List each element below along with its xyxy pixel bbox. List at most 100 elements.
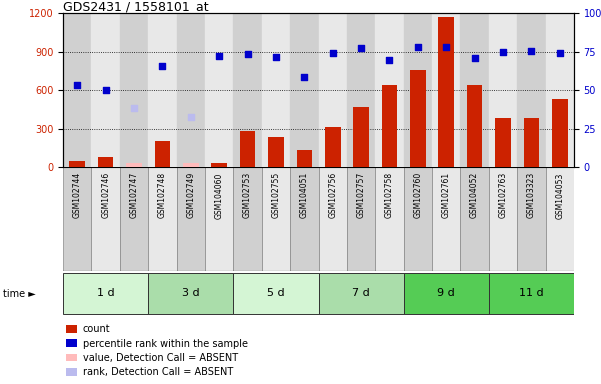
- Bar: [154, 141, 170, 167]
- Text: GSM102756: GSM102756: [328, 172, 337, 218]
- Bar: [319, 167, 347, 271]
- Bar: [353, 107, 369, 167]
- Bar: [546, 13, 574, 167]
- Text: 9 d: 9 d: [438, 288, 455, 298]
- Point: [470, 55, 480, 61]
- Bar: [177, 13, 205, 167]
- Bar: [63, 273, 148, 314]
- Bar: [319, 13, 347, 167]
- Bar: [177, 167, 205, 271]
- Point: [101, 87, 111, 93]
- Bar: [66, 339, 77, 347]
- Bar: [460, 13, 489, 167]
- Bar: [66, 325, 77, 333]
- Bar: [404, 167, 432, 271]
- Text: GSM104052: GSM104052: [470, 172, 479, 218]
- Text: GSM102747: GSM102747: [130, 172, 139, 218]
- Point: [271, 54, 281, 60]
- Point: [356, 45, 366, 51]
- Bar: [262, 13, 290, 167]
- Bar: [233, 167, 262, 271]
- Point: [385, 56, 394, 63]
- Text: GSM102763: GSM102763: [498, 172, 507, 218]
- Text: GSM102748: GSM102748: [158, 172, 167, 218]
- Text: GSM102744: GSM102744: [73, 172, 82, 218]
- Point: [413, 44, 423, 50]
- Bar: [347, 167, 375, 271]
- Bar: [91, 13, 120, 167]
- Bar: [489, 13, 517, 167]
- Point: [129, 105, 139, 111]
- Bar: [319, 273, 404, 314]
- Bar: [382, 85, 397, 167]
- Text: GSM104051: GSM104051: [300, 172, 309, 218]
- Bar: [296, 151, 312, 167]
- Bar: [552, 99, 567, 167]
- Bar: [63, 167, 91, 271]
- Bar: [205, 13, 233, 167]
- Bar: [233, 273, 319, 314]
- Point: [441, 44, 451, 50]
- Text: GSM102755: GSM102755: [272, 172, 281, 218]
- Point: [186, 114, 195, 120]
- Bar: [467, 85, 483, 167]
- Point: [73, 82, 82, 88]
- Bar: [66, 368, 77, 376]
- Text: value, Detection Call = ABSENT: value, Detection Call = ABSENT: [82, 353, 237, 363]
- Text: GSM102761: GSM102761: [442, 172, 451, 218]
- Bar: [460, 167, 489, 271]
- Bar: [70, 161, 85, 167]
- Text: percentile rank within the sample: percentile rank within the sample: [82, 339, 248, 349]
- Text: count: count: [82, 324, 110, 334]
- Text: GSM104060: GSM104060: [215, 172, 224, 218]
- Text: 3 d: 3 d: [182, 288, 200, 298]
- Bar: [404, 273, 489, 314]
- Bar: [120, 167, 148, 271]
- Bar: [120, 13, 148, 167]
- Text: 1 d: 1 d: [97, 288, 114, 298]
- Bar: [126, 164, 142, 167]
- Bar: [233, 13, 262, 167]
- Bar: [148, 167, 177, 271]
- Text: GSM103323: GSM103323: [527, 172, 536, 218]
- Text: time ►: time ►: [3, 289, 35, 299]
- Bar: [290, 13, 319, 167]
- Point: [157, 63, 167, 69]
- Text: GSM102749: GSM102749: [186, 172, 195, 218]
- Bar: [63, 13, 91, 167]
- Bar: [489, 167, 517, 271]
- Bar: [375, 167, 404, 271]
- Bar: [148, 273, 233, 314]
- Text: GSM102753: GSM102753: [243, 172, 252, 218]
- Bar: [347, 13, 375, 167]
- Text: GSM102746: GSM102746: [101, 172, 110, 218]
- Bar: [212, 163, 227, 167]
- Bar: [148, 13, 177, 167]
- Bar: [517, 167, 546, 271]
- Bar: [240, 131, 255, 167]
- Point: [526, 48, 536, 54]
- Bar: [66, 354, 77, 361]
- Bar: [495, 118, 511, 167]
- Point: [299, 74, 309, 81]
- Point: [243, 51, 252, 58]
- Bar: [404, 13, 432, 167]
- Bar: [183, 164, 198, 167]
- Bar: [262, 167, 290, 271]
- Text: 5 d: 5 d: [267, 288, 285, 298]
- Bar: [523, 118, 539, 167]
- Text: GSM104053: GSM104053: [555, 172, 564, 218]
- Point: [215, 53, 224, 59]
- Text: 11 d: 11 d: [519, 288, 544, 298]
- Text: GDS2431 / 1558101_at: GDS2431 / 1558101_at: [63, 0, 209, 13]
- Bar: [410, 70, 426, 167]
- Text: 7 d: 7 d: [352, 288, 370, 298]
- Bar: [439, 17, 454, 167]
- Bar: [205, 167, 233, 271]
- Bar: [546, 167, 574, 271]
- Bar: [375, 13, 404, 167]
- Text: GSM102757: GSM102757: [356, 172, 365, 218]
- Text: rank, Detection Call = ABSENT: rank, Detection Call = ABSENT: [82, 367, 233, 377]
- Text: GSM102758: GSM102758: [385, 172, 394, 218]
- Point: [555, 50, 564, 56]
